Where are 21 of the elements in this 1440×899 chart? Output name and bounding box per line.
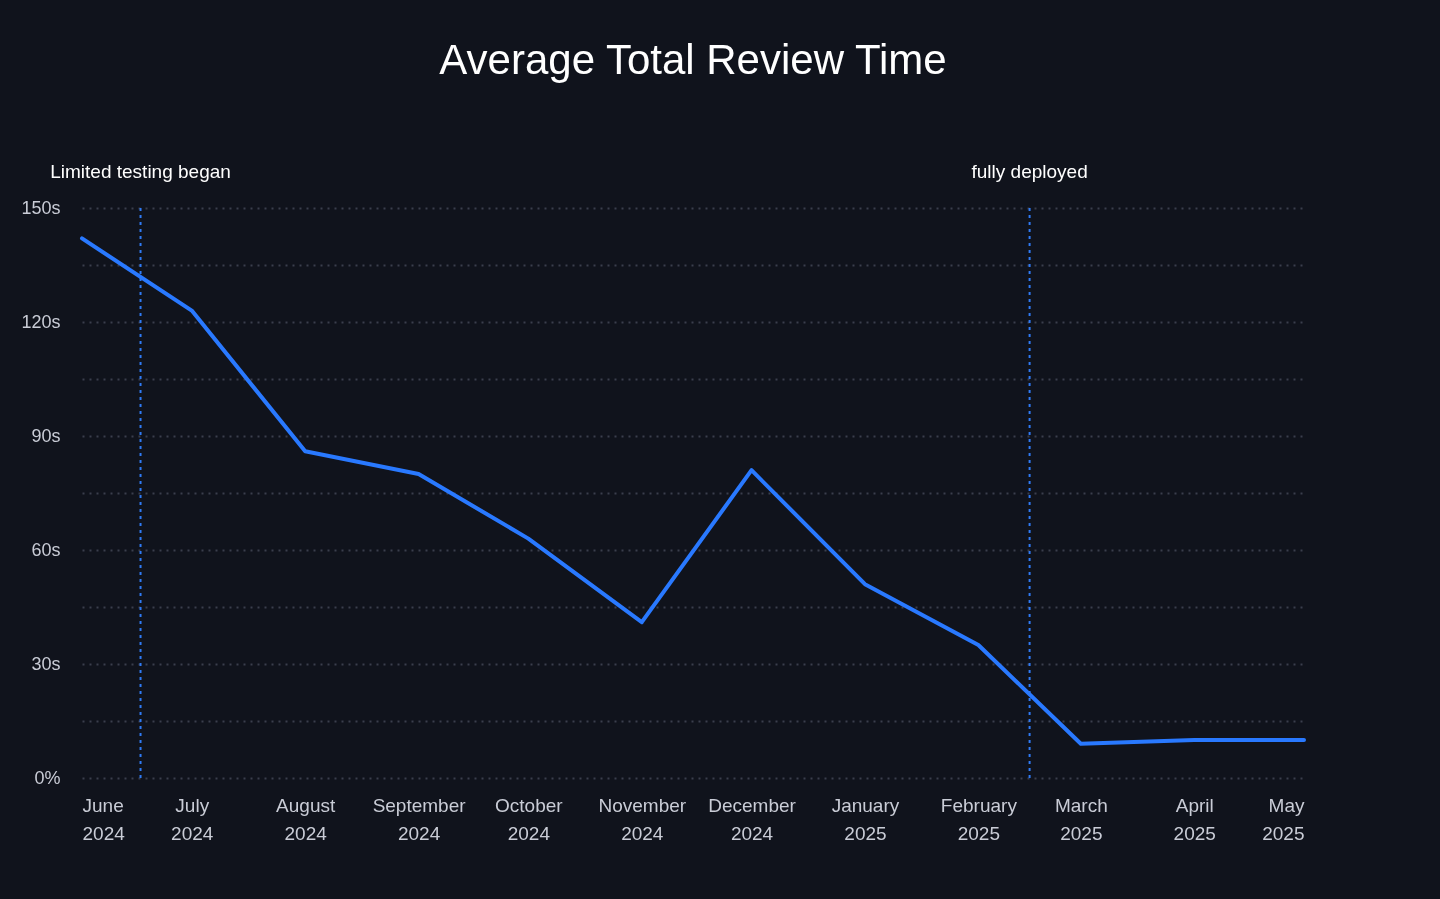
x-tick-label: June 2024 [82, 794, 126, 844]
y-tick-label: 90s [31, 425, 61, 446]
x-tick-label: September 2024 [372, 794, 467, 844]
y-tick-label: 120s [21, 311, 61, 332]
ref-line-label: Limited testing began [50, 161, 231, 182]
x-tick-label: April 2025 [1173, 794, 1216, 844]
x-tick-label: November 2024 [598, 794, 687, 844]
y-tick-label: 30s [31, 653, 61, 674]
x-tick-label: December 2024 [708, 794, 797, 844]
x-tick-label: January 2025 [831, 794, 900, 844]
ref-line-label: fully deployed [971, 161, 1088, 182]
x-tick-label: October 2024 [495, 794, 564, 844]
x-tick-label: July 2024 [171, 794, 214, 844]
chart-title: Average Total Review Time [439, 36, 947, 83]
x-tick-label: August 2024 [276, 794, 336, 844]
x-tick-label: May 2025 [1262, 794, 1305, 844]
y-tick-label: 150s [21, 197, 61, 218]
y-tick-label: 60s [31, 539, 61, 560]
x-tick-label: March 2025 [1054, 794, 1108, 844]
x-tick-label: February 2025 [940, 794, 1018, 844]
y-tick-label: 0% [34, 767, 61, 788]
